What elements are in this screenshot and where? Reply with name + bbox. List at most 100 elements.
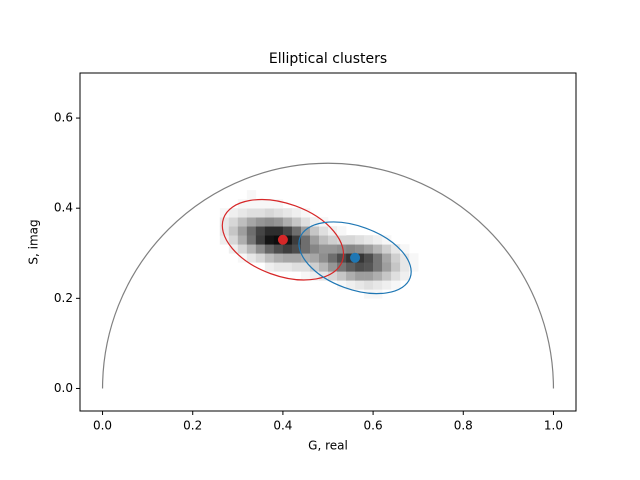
histogram-cell [282, 208, 293, 218]
histogram-cell [391, 199, 400, 208]
histogram-cell [292, 289, 301, 298]
histogram-cell [355, 190, 364, 199]
histogram-cell [346, 271, 356, 281]
histogram-cell [238, 262, 247, 271]
histogram-cell [382, 244, 392, 254]
histogram-cell [318, 244, 329, 254]
histogram-cell [273, 199, 284, 209]
histogram-cell [346, 217, 355, 226]
histogram-cell [346, 199, 355, 208]
histogram-cell [355, 208, 364, 217]
histogram-cell [292, 280, 301, 289]
histogram-cell [346, 190, 355, 199]
histogram-cell [346, 244, 356, 254]
histogram-cell [291, 226, 302, 236]
histogram-cell [246, 226, 257, 236]
histogram-cell [337, 208, 346, 217]
histogram-cell [301, 190, 310, 199]
histogram-cell [391, 217, 400, 226]
histogram-cell [264, 244, 275, 254]
histogram-cell [228, 217, 239, 227]
histogram-cell [409, 199, 418, 208]
histogram-cell [400, 235, 409, 244]
histogram-cell [273, 244, 284, 254]
histogram-cell [220, 262, 229, 271]
histogram-cell [256, 190, 265, 199]
histogram-cell [255, 226, 266, 236]
histogram-cell [391, 262, 401, 272]
histogram-cell [328, 208, 337, 217]
histogram-cell [282, 217, 293, 227]
histogram-cell [382, 262, 392, 272]
histogram-cell [256, 289, 265, 298]
histogram-cell [337, 253, 347, 263]
histogram-cell [328, 190, 337, 199]
x-tick-label: 0.4 [273, 419, 292, 433]
histogram-cell [256, 271, 265, 280]
histogram-cell [346, 262, 356, 272]
histogram-cell [219, 217, 230, 227]
histogram-cell [318, 235, 329, 245]
histogram-cell [337, 262, 347, 272]
y-tick-label: 0.0 [54, 381, 73, 395]
histogram-cell [409, 235, 418, 244]
histogram-cell [264, 199, 275, 209]
histogram-cell [264, 226, 275, 236]
histogram-cell [373, 217, 382, 226]
histogram-cell [337, 235, 347, 245]
histogram-cell [247, 280, 256, 289]
histogram-cell [265, 280, 274, 289]
histogram-cell [255, 217, 266, 227]
histogram-cell [355, 262, 365, 272]
histogram-cell [319, 208, 328, 217]
histogram-cell [229, 262, 238, 271]
histogram-cell [373, 226, 382, 235]
histogram-cell [391, 271, 401, 281]
histogram-cell [364, 280, 374, 290]
histogram-cell [301, 280, 310, 289]
histogram-cell [273, 226, 284, 236]
histogram-cell [364, 289, 374, 299]
histogram-cell [391, 253, 401, 263]
cluster-ellipse [221, 198, 345, 281]
histogram-cell [355, 280, 365, 290]
histogram-cell [283, 280, 292, 289]
histogram-cell [391, 244, 401, 254]
histogram-cell [373, 271, 383, 281]
histogram-cell [265, 289, 274, 298]
histogram-cell [300, 208, 311, 218]
histogram-cell [292, 190, 301, 199]
histogram-cell [391, 280, 401, 290]
histogram-cell [228, 208, 239, 218]
histogram-cell [400, 190, 409, 199]
histogram-cell [409, 289, 418, 298]
histogram-cell [237, 208, 248, 218]
histogram-cell [409, 244, 418, 253]
histogram-cell [255, 199, 266, 209]
histogram-cell [229, 253, 238, 262]
histogram-cell [382, 253, 392, 263]
histogram-cell [373, 280, 383, 290]
histogram-cell [373, 253, 383, 263]
histogram-cell [382, 190, 391, 199]
histogram-cell [400, 217, 409, 226]
histogram-cell [310, 280, 319, 289]
histogram-cell [364, 253, 374, 263]
histogram-cell [220, 190, 229, 199]
histogram-cell [309, 262, 320, 272]
histogram-cell [409, 217, 418, 226]
histogram-cell [237, 235, 248, 245]
histogram-cell [373, 208, 382, 217]
histogram-cell [355, 199, 364, 208]
histogram-cell [291, 253, 302, 263]
histogram-cell [382, 208, 391, 217]
histogram-cell [282, 226, 293, 236]
histogram-cell [382, 280, 392, 290]
histogram-cell [319, 190, 328, 199]
histogram-cell [256, 280, 265, 289]
histogram-cell [265, 190, 274, 199]
histogram-cell [228, 244, 239, 254]
histogram-cell [283, 190, 292, 199]
histogram-cell [300, 226, 311, 236]
